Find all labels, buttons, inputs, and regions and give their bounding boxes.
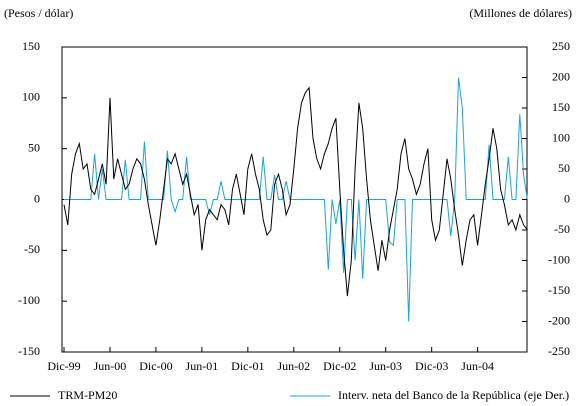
series-line (63, 86, 528, 297)
x-tick-label: Dic-01 (231, 359, 264, 373)
x-tick-label: Jun-03 (369, 359, 402, 373)
y-axis-label: (Pesos / dólar) (4, 6, 73, 20)
y2-tick-label: 50 (558, 161, 570, 175)
y-tick-label: 100 (22, 90, 40, 104)
y-tick-label: -50 (24, 242, 40, 256)
y-tick-label: -150 (18, 344, 40, 358)
y2-tick-label: -200 (548, 313, 570, 327)
y2-tick-label: 100 (552, 130, 570, 144)
y2-tick-label: 250 (552, 39, 570, 53)
y2-tick-label: -250 (548, 344, 570, 358)
y-tick-label: 0 (34, 191, 40, 205)
x-tick-label: Dic-99 (47, 359, 80, 373)
y2-axis-label: (Millones de dólares) (469, 6, 572, 20)
legend-label: TRM-PM20 (58, 388, 117, 402)
x-tick-label: Jun-04 (461, 359, 494, 373)
y2-tick-label: -100 (548, 252, 570, 266)
x-tick-label: Jun-01 (186, 359, 219, 373)
y2-tick-label: 150 (552, 100, 570, 114)
y-tick-label: 150 (22, 39, 40, 53)
y2-tick-label: -150 (548, 283, 570, 297)
y-tick-label: 50 (28, 140, 40, 154)
x-tick-label: Dic-03 (415, 359, 448, 373)
y2-tick-label: -50 (554, 222, 570, 236)
x-tick-label: Jun-02 (277, 359, 310, 373)
x-tick-label: Dic-00 (139, 359, 172, 373)
x-tick-label: Jun-00 (94, 359, 127, 373)
y2-tick-label: 200 (552, 69, 570, 83)
y-tick-label: -100 (18, 293, 40, 307)
x-tick-label: Dic-02 (323, 359, 356, 373)
y2-tick-label: 0 (564, 191, 570, 205)
series-line (64, 77, 528, 322)
legend-label: Interv. neta del Banco de la República (… (338, 388, 569, 402)
